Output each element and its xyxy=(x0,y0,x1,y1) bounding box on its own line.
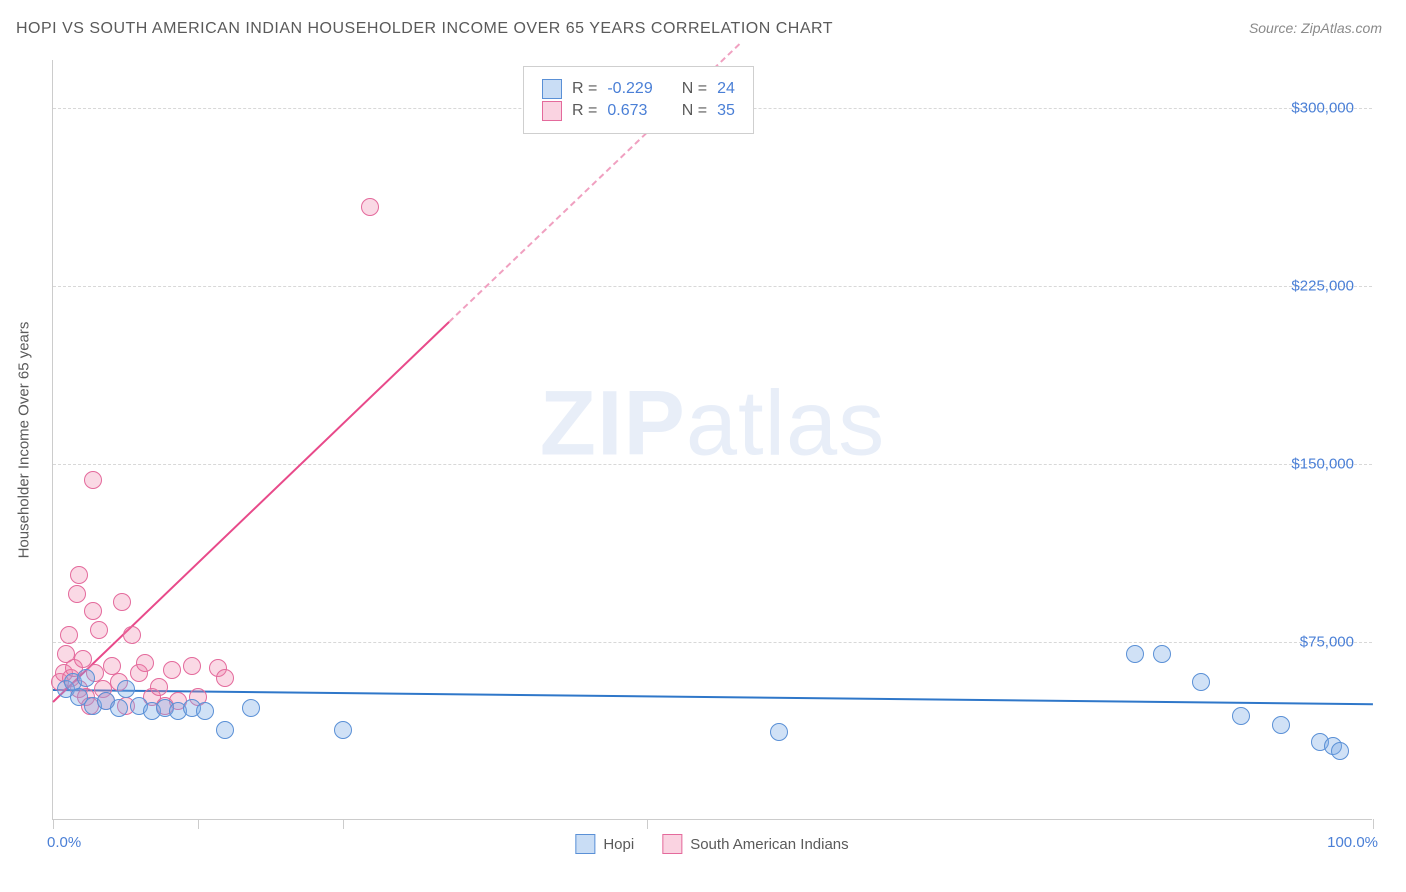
data-point xyxy=(334,721,352,739)
legend: Hopi South American Indians xyxy=(575,834,848,854)
data-point xyxy=(84,471,102,489)
watermark: ZIPatlas xyxy=(540,372,885,477)
data-point xyxy=(770,723,788,741)
n-value: 35 xyxy=(717,102,735,120)
x-tick xyxy=(53,819,54,829)
data-point xyxy=(216,721,234,739)
data-point xyxy=(361,198,379,216)
gridline xyxy=(53,464,1372,465)
data-point xyxy=(113,593,131,611)
r-value: 0.673 xyxy=(607,102,667,120)
legend-item-hopi: Hopi xyxy=(575,834,634,854)
data-point xyxy=(196,702,214,720)
x-max-label: 100.0% xyxy=(1327,834,1378,851)
y-tick-label: $300,000 xyxy=(1291,99,1354,116)
stat-row: R =0.673 N =35 xyxy=(542,101,735,121)
data-point xyxy=(163,661,181,679)
x-tick xyxy=(1373,819,1374,829)
gridline xyxy=(53,286,1372,287)
data-point xyxy=(150,678,168,696)
data-point xyxy=(1331,742,1349,760)
legend-label-hopi: Hopi xyxy=(603,836,634,853)
data-point xyxy=(103,657,121,675)
data-point xyxy=(70,566,88,584)
x-tick xyxy=(198,819,199,829)
swatch-sai-icon xyxy=(662,834,682,854)
data-point xyxy=(136,654,154,672)
data-point xyxy=(123,626,141,644)
swatch-icon xyxy=(542,101,562,121)
scatter-plot: ZIPatlas $75,000 $150,000 $225,000 $300,000… xyxy=(52,60,1372,820)
data-point xyxy=(1272,716,1290,734)
x-tick xyxy=(647,819,648,829)
chart-container: Householder Income Over 65 years ZIPatla… xyxy=(52,60,1372,820)
x-min-label: 0.0% xyxy=(47,834,81,851)
data-point xyxy=(242,699,260,717)
data-point xyxy=(110,699,128,717)
y-tick-label: $75,000 xyxy=(1300,633,1354,650)
data-point xyxy=(216,669,234,687)
data-point xyxy=(1192,673,1210,691)
y-tick-label: $225,000 xyxy=(1291,277,1354,294)
stat-row: R =-0.229 N =24 xyxy=(542,79,735,99)
source-citation: Source: ZipAtlas.com xyxy=(1249,20,1382,36)
x-tick xyxy=(343,819,344,829)
legend-label-sai: South American Indians xyxy=(690,836,848,853)
chart-title: HOPI VS SOUTH AMERICAN INDIAN HOUSEHOLDE… xyxy=(16,20,833,38)
data-point xyxy=(183,657,201,675)
gridline xyxy=(53,642,1372,643)
r-value: -0.229 xyxy=(607,80,667,98)
swatch-icon xyxy=(542,79,562,99)
data-point xyxy=(1153,645,1171,663)
data-point xyxy=(1126,645,1144,663)
legend-item-sai: South American Indians xyxy=(662,834,848,854)
data-point xyxy=(90,621,108,639)
data-point xyxy=(1232,707,1250,725)
swatch-hopi-icon xyxy=(575,834,595,854)
y-tick-label: $150,000 xyxy=(1291,455,1354,472)
data-point xyxy=(117,680,135,698)
correlation-stats-box: R =-0.229 N =24R =0.673 N =35 xyxy=(523,66,754,134)
data-point xyxy=(77,669,95,687)
trend-line xyxy=(52,322,449,703)
data-point xyxy=(84,602,102,620)
data-point xyxy=(60,626,78,644)
data-point xyxy=(68,585,86,603)
y-axis-label: Householder Income Over 65 years xyxy=(16,322,33,559)
n-value: 24 xyxy=(717,80,735,98)
